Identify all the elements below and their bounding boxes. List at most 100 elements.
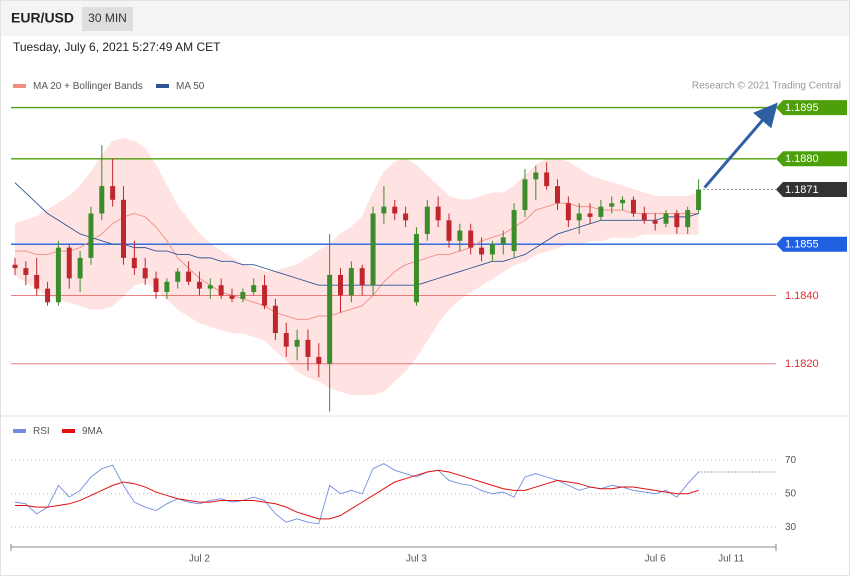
- candle-body: [77, 257, 83, 279]
- level-label: 1.1880: [785, 153, 819, 165]
- level-label: 1.1840: [785, 290, 819, 302]
- bollinger-lower: [14, 233, 699, 395]
- ma-line: [15, 202, 699, 320]
- candle-body: [479, 247, 485, 255]
- candle-body: [305, 339, 311, 357]
- candle-body: [45, 288, 51, 303]
- level-label: 1.1820: [785, 358, 819, 370]
- candle-body: [663, 213, 669, 224]
- candle-body: [630, 199, 636, 214]
- candle-body: [468, 230, 474, 248]
- candle-body: [218, 285, 224, 296]
- candle-body: [262, 285, 268, 306]
- legend-swatch: [13, 429, 26, 433]
- candle-body: [240, 292, 246, 299]
- candle-body: [121, 199, 126, 258]
- candle-body: [359, 268, 365, 286]
- level-label: 1.1895: [785, 102, 819, 114]
- candle-body: [500, 237, 506, 245]
- candle-body: [641, 213, 647, 221]
- candle-body: [23, 268, 29, 275]
- candle-body: [413, 233, 419, 303]
- candle-body: [381, 206, 387, 214]
- candle-body: [131, 257, 137, 269]
- candle-body: [544, 172, 550, 187]
- candle-body: [142, 268, 148, 279]
- candle-body: [316, 356, 322, 364]
- interval-box: [82, 7, 133, 31]
- x-tick-label: Jul 11: [718, 554, 744, 565]
- candle-body: [685, 210, 691, 228]
- candle-body: [403, 213, 409, 221]
- candle-body: [555, 186, 560, 204]
- timestamp: Tuesday, July 6, 2021 5:27:49 AM CET: [13, 40, 221, 54]
- target-arrow: [703, 102, 778, 189]
- legend-label: RSI: [33, 426, 50, 437]
- candle-body: [696, 189, 702, 211]
- level-box: [776, 100, 847, 116]
- candle-body: [609, 203, 615, 207]
- legend-swatch: [156, 84, 169, 88]
- candle-body: [392, 206, 398, 214]
- candle-body: [55, 247, 61, 303]
- legend-label: MA 50: [176, 81, 205, 92]
- candle-body: [674, 213, 680, 228]
- interval: 30 MIN: [88, 11, 127, 25]
- candle-body: [66, 247, 72, 279]
- candle-body: [587, 213, 593, 217]
- rsi-tick-label: 70: [785, 455, 797, 466]
- candle-body: [327, 274, 333, 364]
- candle-body: [348, 268, 354, 296]
- level-box: [776, 151, 847, 167]
- candle-body: [175, 271, 181, 282]
- candle-body: [229, 295, 235, 299]
- candle-body: [338, 274, 343, 296]
- rsi-line: [14, 463, 699, 525]
- candle-body: [370, 213, 376, 286]
- x-tick-label: Jul 2: [189, 554, 211, 565]
- candle-body: [110, 186, 116, 200]
- candle-body: [12, 264, 18, 269]
- candle-body: [489, 244, 495, 255]
- candle-body: [652, 220, 658, 224]
- candle-body: [34, 274, 40, 289]
- legend-label: MA 20 + Bollinger Bands: [33, 81, 143, 92]
- level-label: 1.1855: [785, 239, 819, 251]
- candle-body: [446, 220, 452, 241]
- level-box: [776, 182, 847, 198]
- legend-swatch: [13, 84, 26, 88]
- credit: Research © 2021 Trading Central: [692, 81, 841, 92]
- candle-body: [153, 278, 159, 293]
- bollinger-band: [15, 138, 699, 395]
- candle-body: [533, 172, 539, 180]
- candle-body: [164, 281, 170, 293]
- candle-body: [283, 333, 289, 347]
- candle-body: [424, 206, 430, 234]
- level-box: [776, 236, 847, 252]
- candle-body: [457, 230, 463, 241]
- rsi-tick-label: 50: [785, 488, 797, 499]
- candle-body: [435, 206, 441, 221]
- candle-body: [565, 203, 571, 221]
- legend-label: 9MA: [82, 426, 103, 437]
- candle-body: [576, 213, 582, 221]
- rsi-line: [15, 469, 699, 520]
- candle-body: [99, 186, 105, 214]
- candle-body: [88, 213, 94, 258]
- rsi-tick-label: 30: [785, 522, 797, 533]
- candle-body: [620, 199, 626, 204]
- symbol: EUR/USD: [11, 10, 74, 26]
- level-label: 1.1871: [785, 184, 819, 196]
- candle-body: [207, 285, 213, 289]
- candle-body: [598, 206, 604, 217]
- candle-body: [272, 305, 278, 334]
- ma-line: [14, 182, 699, 286]
- candle-body: [186, 271, 192, 282]
- x-tick-label: Jul 6: [645, 554, 667, 565]
- legend-swatch: [62, 429, 75, 433]
- candle-body: [511, 210, 517, 252]
- candle-body: [294, 339, 300, 347]
- candle-body: [522, 179, 528, 211]
